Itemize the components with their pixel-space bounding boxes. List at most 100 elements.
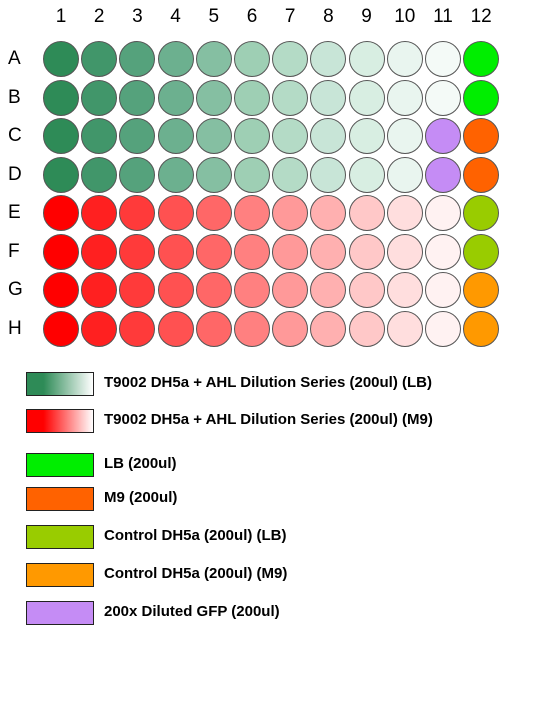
well-A7 xyxy=(272,41,309,77)
column-label: 4 xyxy=(170,6,181,27)
legend-swatch xyxy=(26,453,94,477)
well-D4 xyxy=(157,156,194,193)
legend-item: M9 (200ul) xyxy=(0,485,555,515)
well-G5 xyxy=(195,272,232,308)
well-F12 xyxy=(463,233,500,270)
well-B5 xyxy=(195,79,232,116)
well-D12 xyxy=(463,156,500,193)
well-F11 xyxy=(425,233,461,270)
well-E11 xyxy=(425,195,461,231)
legend-label: M9 (200ul) xyxy=(104,489,178,506)
well-E8 xyxy=(310,195,347,231)
well-D10 xyxy=(386,156,423,193)
well-B4 xyxy=(157,79,194,116)
well-E2 xyxy=(81,195,118,231)
row-label: A xyxy=(8,48,21,69)
well-H6 xyxy=(234,310,270,347)
legend-item: T9002 DH5a + AHL Dilution Series (200ul)… xyxy=(0,370,555,400)
well-B9 xyxy=(348,79,385,116)
well-G10 xyxy=(386,272,423,308)
legend-label: Control DH5a (200ul) (M9) xyxy=(104,565,288,582)
well-B7 xyxy=(272,79,309,116)
well-C4 xyxy=(157,118,194,154)
column-label: 12 xyxy=(470,6,492,27)
well-C10 xyxy=(386,118,423,154)
legend-swatch xyxy=(26,487,94,511)
well-A11 xyxy=(425,41,461,77)
well-H8 xyxy=(310,310,347,347)
legend-swatch xyxy=(26,601,94,625)
well-D6 xyxy=(234,156,270,193)
well-B8 xyxy=(310,79,347,116)
well-A12 xyxy=(463,41,500,77)
well-D7 xyxy=(272,156,309,193)
well-A6 xyxy=(234,41,270,77)
column-label: 5 xyxy=(208,6,220,27)
well-C6 xyxy=(234,118,270,154)
well-C11 xyxy=(425,118,461,154)
well-D1 xyxy=(43,156,79,193)
well-H9 xyxy=(348,310,385,347)
well-E10 xyxy=(386,195,423,231)
column-label: 8 xyxy=(323,6,334,27)
well-B2 xyxy=(81,79,118,116)
well-G12 xyxy=(463,272,500,308)
well-G11 xyxy=(425,272,461,308)
well-E3 xyxy=(119,195,156,231)
well-E7 xyxy=(272,195,309,231)
well-H2 xyxy=(81,310,118,347)
well-G1 xyxy=(43,272,79,308)
column-label: 7 xyxy=(284,6,296,27)
well-F2 xyxy=(81,233,118,270)
column-label: 11 xyxy=(433,6,453,27)
well-H10 xyxy=(386,310,423,347)
well-B11 xyxy=(425,79,461,116)
column-label: 1 xyxy=(55,6,67,27)
legend-label: Control DH5a (200ul) (LB) xyxy=(104,527,287,544)
well-H7 xyxy=(272,310,309,347)
legend-item: LB (200ul) xyxy=(0,451,555,481)
well-F4 xyxy=(157,233,194,270)
legend-label: T9002 DH5a + AHL Dilution Series (200ul)… xyxy=(104,411,433,428)
legend-item: Control DH5a (200ul) (LB) xyxy=(0,523,555,553)
legend-item: 200x Diluted GFP (200ul) xyxy=(0,599,555,629)
well-A2 xyxy=(81,41,118,77)
well-H5 xyxy=(195,310,232,347)
row-label: D xyxy=(8,163,22,185)
well-E12 xyxy=(463,195,500,231)
well-D9 xyxy=(348,156,385,193)
well-G7 xyxy=(272,272,309,308)
well-G9 xyxy=(348,272,385,308)
well-F5 xyxy=(195,233,232,270)
well-C8 xyxy=(310,118,347,154)
well-D2 xyxy=(81,156,118,193)
well-A9 xyxy=(348,41,385,77)
well-A4 xyxy=(157,41,194,77)
legend-swatch xyxy=(26,525,94,549)
well-A5 xyxy=(195,41,232,77)
column-label: 2 xyxy=(93,6,105,27)
well-F10 xyxy=(386,233,423,270)
well-G2 xyxy=(81,272,118,308)
well-E5 xyxy=(195,195,232,231)
well-F7 xyxy=(272,233,309,270)
row-label: C xyxy=(8,125,22,146)
well-H3 xyxy=(119,310,156,347)
column-label: 10 xyxy=(394,6,416,27)
well-H1 xyxy=(43,310,79,347)
row-label: G xyxy=(8,279,23,300)
well-D11 xyxy=(425,156,461,193)
well-H4 xyxy=(157,310,194,347)
well-C12 xyxy=(463,118,500,154)
well-A3 xyxy=(119,41,156,77)
well-E6 xyxy=(234,195,270,231)
row-label: H xyxy=(8,317,22,339)
column-label: 9 xyxy=(361,6,372,27)
well-C7 xyxy=(272,118,309,154)
legend-swatch xyxy=(26,409,94,433)
well-D5 xyxy=(195,156,232,193)
well-B12 xyxy=(463,79,500,116)
well-G3 xyxy=(119,272,156,308)
well-E4 xyxy=(157,195,194,231)
well-H11 xyxy=(425,310,461,347)
